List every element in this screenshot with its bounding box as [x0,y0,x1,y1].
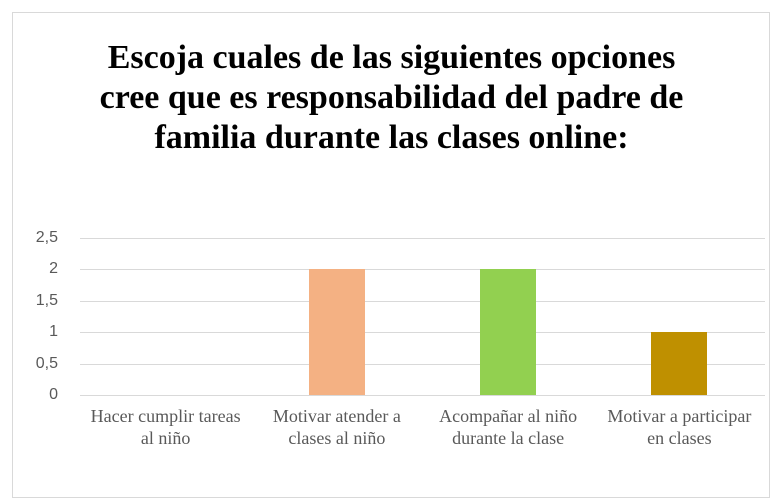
grid-line [80,332,765,334]
grid-line [80,363,765,365]
y-tick-label: 1 [49,323,58,341]
y-tick-label: 2,5 [35,229,58,246]
x-tick-label: Hacer cumplir tareas al niño [90,406,241,448]
x-tick-label: Motivar a participar en clases [607,406,752,448]
x-tick-label: Motivar atender a clases al niño [272,406,401,448]
y-tick-label: 1,5 [35,291,58,309]
grid-line [80,238,765,239]
bar [651,332,708,395]
y-tick-label: 0,5 [35,354,58,372]
chart-title: Escoja cuales de las siguientes opciones… [99,39,684,156]
bar [480,269,537,395]
grid-line [80,395,765,396]
y-tick-label: 0 [49,386,58,403]
grid-line [80,269,765,271]
bar [308,269,365,395]
y-tick-label: 2 [49,260,58,278]
grid-line [80,300,765,302]
chart-frame [12,12,770,498]
x-tick-label: Acompañar al niño durante la clase [439,406,578,448]
